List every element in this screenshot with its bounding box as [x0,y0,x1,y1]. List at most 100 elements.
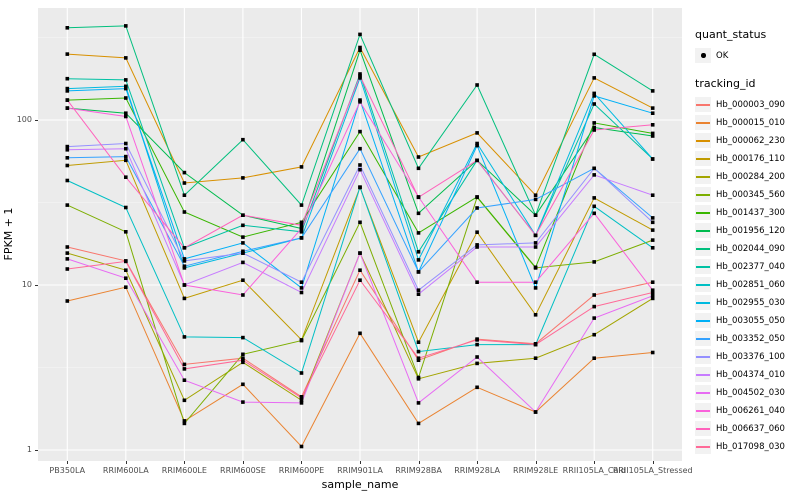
data-point [182,193,187,197]
data-point [592,121,596,125]
data-point [416,375,421,380]
data-point [416,292,421,296]
data-point [533,245,538,249]
legend-key-line [696,356,710,358]
legend-key-line [696,266,710,268]
data-point [475,83,479,87]
legend-item: Hb_006261_040 [695,402,800,419]
data-point [65,203,70,207]
data-point [124,111,128,115]
legend-key-swatch [695,169,711,184]
data-point [124,230,128,234]
data-point [299,230,304,234]
data-point [299,226,304,231]
y-tick-label: 100 [16,115,32,124]
legend-key-line [696,248,710,250]
legend-item-label: Hb_002377_040 [716,261,785,272]
x-tick-label: RRIM901LA [337,466,383,475]
data-point [124,114,128,119]
data-point [592,125,596,130]
data-point [65,156,70,160]
data-point [592,166,596,171]
data-point [299,444,304,449]
data-point [358,129,362,134]
data-point [182,419,187,423]
legend-item: Hb_003376_100 [695,348,800,365]
data-point [182,257,187,261]
data-point [358,32,362,37]
data-point [358,45,362,50]
data-point [241,260,245,265]
x-tick-label: PB350LA [49,466,86,475]
x-tick-label: RRIM928BA [395,466,442,475]
data-point [592,293,596,297]
y-axis-title-text: FPKM + 1 [2,207,15,261]
data-point [182,246,187,250]
legend-key-swatch [695,259,711,274]
data-point [533,410,538,414]
data-point [650,228,655,232]
data-point [475,158,479,163]
y-tick-mark [35,285,38,286]
data-point [124,268,128,272]
legend-item-label: Hb_004502_030 [716,387,785,398]
data-point [241,356,245,360]
data-point [475,131,479,135]
y-tick-mark [35,120,38,121]
data-point [592,356,596,360]
data-point [182,335,187,339]
data-point [241,382,245,387]
data-point [65,257,70,261]
data-point [416,358,421,362]
data-point [650,246,655,250]
data-point [358,48,362,52]
data-point [299,401,304,405]
legend-item-label: Hb_000062_230 [716,135,785,146]
data-point [65,86,70,91]
legend-item-label: Hb_004374_010 [716,369,785,380]
data-point [124,146,128,151]
data-point [650,89,655,93]
legend-item-label: Hb_006261_040 [716,405,785,416]
legend-item: Hb_003352_050 [695,330,800,347]
data-point [592,76,596,80]
legend-key-line [696,428,710,430]
data-point [124,205,128,210]
x-tick-mark [125,461,127,464]
x-tick-label: RRIM600SE [220,466,266,475]
legend-item: Hb_003055_050 [695,312,800,329]
legend-key-line [696,284,710,286]
data-point [416,349,421,354]
legend-key-swatch [695,367,711,382]
legend-key-line [696,194,710,196]
data-point [475,230,479,234]
data-point [358,146,362,151]
data-point [650,290,655,295]
data-point [650,216,655,220]
data-point [475,385,479,390]
data-point [416,421,421,426]
legend-key-swatch [695,133,711,148]
data-point [241,278,245,282]
data-point [182,264,187,268]
data-point [475,206,479,210]
data-point [358,220,362,225]
data-point [124,86,128,91]
x-tick-mark [477,461,479,464]
data-point [533,241,538,245]
x-tick-mark [67,461,69,464]
legend-key-line [696,212,710,214]
data-point [416,288,421,292]
data-point [533,213,538,217]
data-point [182,367,187,371]
data-point [241,251,245,255]
data-point [241,400,245,404]
x-tick-mark [418,461,420,464]
data-point [241,335,245,340]
data-point [65,251,70,255]
data-point [65,267,70,271]
data-point [65,163,70,168]
data-point [475,342,479,347]
legend-key-swatch [695,385,711,400]
